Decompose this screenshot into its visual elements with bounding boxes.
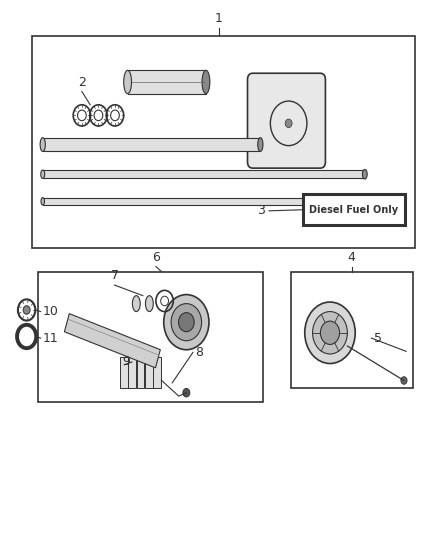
- Text: 4: 4: [348, 251, 356, 264]
- Text: 10: 10: [43, 305, 59, 318]
- Text: Diesel Fuel Only: Diesel Fuel Only: [309, 205, 398, 215]
- Bar: [137, 357, 145, 388]
- Text: 11: 11: [43, 332, 59, 344]
- Text: 1: 1: [215, 12, 223, 25]
- Bar: [43, 138, 260, 151]
- Circle shape: [401, 377, 407, 384]
- Circle shape: [183, 389, 190, 397]
- Ellipse shape: [202, 70, 210, 94]
- Ellipse shape: [41, 198, 45, 205]
- Circle shape: [313, 312, 347, 354]
- Circle shape: [305, 302, 355, 364]
- Text: 9: 9: [122, 356, 130, 368]
- Bar: [120, 357, 128, 388]
- FancyBboxPatch shape: [247, 73, 325, 168]
- Circle shape: [171, 304, 201, 341]
- Ellipse shape: [132, 296, 140, 312]
- Bar: [43, 198, 330, 205]
- Bar: [39, 272, 262, 402]
- Ellipse shape: [362, 169, 367, 179]
- Circle shape: [179, 313, 194, 332]
- Ellipse shape: [41, 170, 45, 179]
- Text: 7: 7: [110, 269, 119, 282]
- Bar: [128, 357, 136, 388]
- Text: 6: 6: [152, 251, 160, 264]
- Polygon shape: [64, 313, 160, 368]
- Bar: [43, 170, 365, 179]
- Circle shape: [23, 306, 30, 314]
- Text: 5: 5: [374, 332, 381, 344]
- Circle shape: [321, 321, 339, 344]
- Circle shape: [164, 295, 209, 350]
- Bar: [153, 357, 161, 388]
- Text: 3: 3: [257, 204, 265, 217]
- Text: 8: 8: [195, 346, 203, 359]
- Bar: [145, 357, 152, 388]
- Bar: [291, 272, 413, 389]
- Circle shape: [285, 119, 292, 127]
- Bar: [303, 195, 405, 225]
- Bar: [127, 70, 206, 94]
- Ellipse shape: [124, 70, 131, 94]
- Ellipse shape: [40, 138, 46, 151]
- Ellipse shape: [328, 197, 332, 206]
- Ellipse shape: [145, 296, 153, 312]
- Bar: [32, 36, 415, 248]
- Ellipse shape: [258, 138, 263, 151]
- Text: 2: 2: [78, 76, 86, 89]
